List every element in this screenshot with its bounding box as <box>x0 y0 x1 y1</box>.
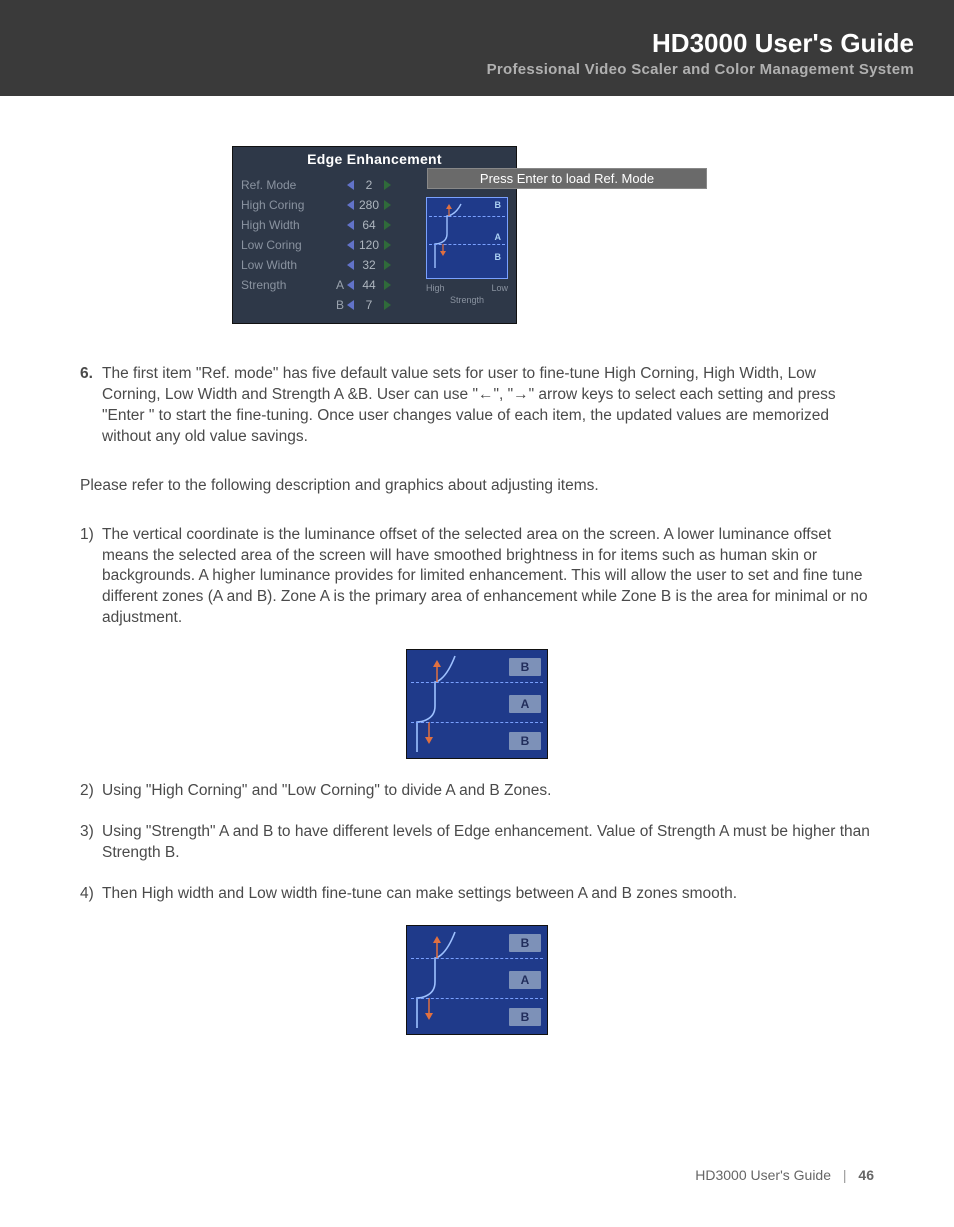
setting-value: 7 <box>356 298 382 312</box>
setting-label: High Coring <box>241 198 333 212</box>
axis-low: Low <box>491 283 508 293</box>
item-2: 2) Using "High Corning" and "Low Corning… <box>80 781 874 802</box>
page-header: HD3000 User's Guide Professional Video S… <box>0 0 954 96</box>
refer-paragraph: Please refer to the following descriptio… <box>80 476 874 497</box>
arrow-right-icon[interactable] <box>384 300 391 310</box>
arrow-right-icon[interactable] <box>384 240 391 250</box>
setting-sublabel: A <box>333 278 347 292</box>
arrow-right-icon[interactable] <box>384 280 391 290</box>
zone-b-label: B <box>509 732 541 750</box>
step-6: 6. The first item "Ref. mode" has five d… <box>80 364 874 448</box>
arrow-left-icon[interactable] <box>347 260 354 270</box>
item-number: 1) <box>80 525 102 630</box>
zone-a-label: A <box>509 695 541 713</box>
setting-value: 2 <box>356 178 382 192</box>
step-text: The first item "Ref. mode" has five defa… <box>102 364 874 448</box>
ref-mode-tooltip: Press Enter to load Ref. Mode <box>427 168 707 189</box>
item-1: 1) The vertical coordinate is the lumina… <box>80 525 874 630</box>
mini-graph: B A B <box>426 197 508 279</box>
zone-a-label: A <box>509 971 541 989</box>
dash-line <box>411 682 543 683</box>
edge-enhancement-figure: Edge Enhancement Ref. Mode 2 High Coring… <box>232 146 722 324</box>
page-content: Edge Enhancement Ref. Mode 2 High Coring… <box>0 96 954 1035</box>
arrow-right-icon[interactable] <box>384 260 391 270</box>
setting-label: High Width <box>241 218 333 232</box>
zone-diagram-1: B A B <box>406 649 548 759</box>
arrow-left-icon[interactable] <box>347 280 354 290</box>
item-text: Then High width and Low width fine-tune … <box>102 884 874 905</box>
item-4: 4) Then High width and Low width fine-tu… <box>80 884 874 905</box>
item-text: Using "High Corning" and "Low Corning" t… <box>102 781 874 802</box>
zone-label-a: A <box>495 232 502 242</box>
arrow-left-icon[interactable] <box>347 300 354 310</box>
arrow-left-icon[interactable] <box>347 180 354 190</box>
zone-b-label: B <box>509 658 541 676</box>
item-text: The vertical coordinate is the luminance… <box>102 525 874 630</box>
setting-label: Low Coring <box>241 238 333 252</box>
footer-separator: | <box>843 1167 847 1183</box>
setting-label: Strength <box>241 278 333 292</box>
panel-body: Ref. Mode 2 High Coring 280 High Width <box>233 171 516 323</box>
item-text: Using "Strength" A and B to have differe… <box>102 822 874 864</box>
arrow-right-icon[interactable] <box>384 200 391 210</box>
dash-line <box>411 722 543 723</box>
dash-line <box>411 998 543 999</box>
setting-sublabel: B <box>333 298 347 312</box>
arrow-left-icon[interactable] <box>347 220 354 230</box>
axis-high: High <box>426 283 445 293</box>
arrow-left-icon[interactable] <box>347 240 354 250</box>
zone-diagram-2: B A B <box>406 925 548 1035</box>
setting-value: 120 <box>356 238 382 252</box>
setting-label: Ref. Mode <box>241 178 333 192</box>
header-subtitle: Professional Video Scaler and Color Mana… <box>40 61 914 78</box>
item-number: 3) <box>80 822 102 864</box>
step-number: 6. <box>80 364 102 448</box>
graph-axis-labels: High Low <box>426 283 508 293</box>
page-number: 46 <box>858 1167 874 1183</box>
item-number: 4) <box>80 884 102 905</box>
header-title: HD3000 User's Guide <box>40 28 914 59</box>
page-footer: HD3000 User's Guide | 46 <box>695 1167 874 1183</box>
zone-b-label: B <box>509 934 541 952</box>
zone-b-label: B <box>509 1008 541 1026</box>
arrow-left-icon[interactable] <box>347 200 354 210</box>
setting-label: Low Width <box>241 258 333 272</box>
arrow-right-icon[interactable] <box>384 220 391 230</box>
setting-value: 280 <box>356 198 382 212</box>
axis-strength: Strength <box>426 295 508 305</box>
item-number: 2) <box>80 781 102 802</box>
setting-value: 44 <box>356 278 382 292</box>
item-3: 3) Using "Strength" A and B to have diff… <box>80 822 874 864</box>
setting-value: 64 <box>356 218 382 232</box>
arrow-right-icon[interactable] <box>384 180 391 190</box>
dash-line <box>411 958 543 959</box>
zone-label-b: B <box>495 252 502 262</box>
setting-value: 32 <box>356 258 382 272</box>
footer-guide: HD3000 User's Guide <box>695 1167 831 1183</box>
dash-line <box>429 244 505 245</box>
dash-line <box>429 216 505 217</box>
zone-label-b: B <box>495 200 502 210</box>
